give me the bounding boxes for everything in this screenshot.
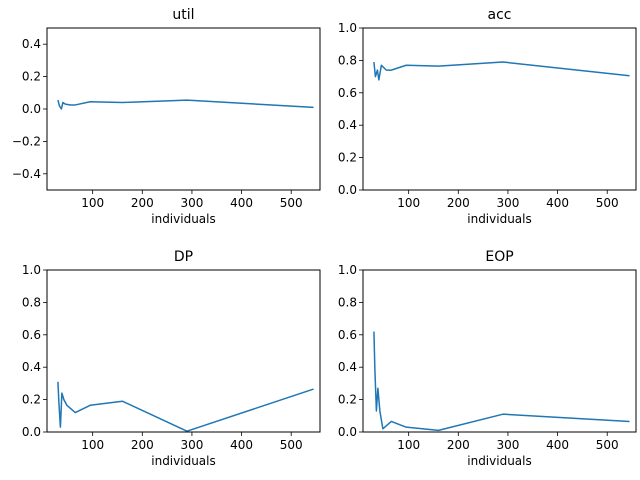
y-tick-label: 0.8 [338, 295, 357, 309]
x-axis-label: individuals [467, 454, 532, 468]
y-tick-label: −0.2 [12, 134, 41, 148]
y-tick-label: 0.4 [22, 360, 41, 374]
y-tick-label: 0.8 [338, 53, 357, 67]
x-tick-label: 100 [397, 438, 420, 452]
x-tick-label: 400 [546, 196, 569, 210]
x-tick-label: 300 [496, 438, 519, 452]
subplot-title: acc [488, 7, 512, 23]
y-tick-label: 1.0 [338, 263, 357, 277]
x-tick-label: 500 [596, 438, 619, 452]
x-tick-label: 100 [81, 438, 104, 452]
subplot-acc: 100 200 300 400 500 0.0 0.2 0.4 0.6 0.8 1.0 acc indi… [338, 7, 637, 226]
y-tick-label: 0.6 [22, 328, 41, 342]
x-tick-label: 200 [131, 438, 154, 452]
x-axis-label: individuals [151, 212, 216, 226]
x-tick-label: 400 [546, 438, 569, 452]
series-line [57, 381, 314, 432]
y-tick-label: 0.0 [22, 102, 41, 116]
x-axis-label: individuals [467, 212, 532, 226]
y-tick-label: 0.8 [22, 295, 41, 309]
subplot-title: EOP [485, 249, 513, 265]
x-tick-label: 400 [230, 196, 253, 210]
series-line [57, 99, 314, 110]
y-tick-label: −0.4 [12, 167, 41, 181]
x-tick-label: 500 [596, 196, 619, 210]
x-tick-label: 400 [230, 438, 253, 452]
y-tick-label: 0.6 [338, 328, 357, 342]
y-tick-label: 0.4 [338, 118, 357, 132]
y-tick-label: 0.6 [338, 86, 357, 100]
y-tick-label: 0.4 [22, 37, 41, 51]
series-line [373, 331, 630, 432]
x-tick-label: 200 [447, 196, 470, 210]
x-tick-label: 100 [81, 196, 104, 210]
x-tick-label: 500 [280, 196, 303, 210]
x-axis-label: individuals [151, 454, 216, 468]
axes-frame [362, 27, 637, 191]
subplot-util: 100 200 300 400 500 −0.4 −0.2 0.0 0.2 0.4 util indi… [12, 7, 321, 226]
y-tick-label: 1.0 [338, 21, 357, 35]
subplot-DP: 100 200 300 400 500 0.0 0.2 0.4 0.6 0.8 1.0 DP indiv… [22, 249, 321, 468]
axes-frame [46, 27, 321, 191]
x-tick-label: 200 [447, 438, 470, 452]
subplot-title: util [172, 7, 194, 23]
x-tick-label: 300 [180, 438, 203, 452]
y-tick-label: 1.0 [22, 263, 41, 277]
y-tick-label: 0.2 [338, 393, 357, 407]
y-tick-label: 0.0 [22, 425, 41, 439]
series-line [373, 61, 630, 81]
y-tick-label: 0.2 [22, 393, 41, 407]
x-tick-label: 300 [180, 196, 203, 210]
x-tick-label: 200 [131, 196, 154, 210]
axes-frame [362, 269, 637, 433]
x-tick-label: 300 [496, 196, 519, 210]
subplot-EOP: 100 200 300 400 500 0.0 0.2 0.4 0.6 0.8 1.0 EOP indi… [338, 249, 637, 468]
y-tick-label: 0.4 [338, 360, 357, 374]
axes-frame [46, 269, 321, 433]
y-tick-label: 0.2 [338, 151, 357, 165]
subplot-title: DP [174, 249, 193, 265]
y-tick-label: 0.0 [338, 425, 357, 439]
y-tick-label: 0.0 [338, 183, 357, 197]
x-tick-label: 100 [397, 196, 420, 210]
y-tick-label: 0.2 [22, 70, 41, 84]
x-tick-label: 500 [280, 438, 303, 452]
